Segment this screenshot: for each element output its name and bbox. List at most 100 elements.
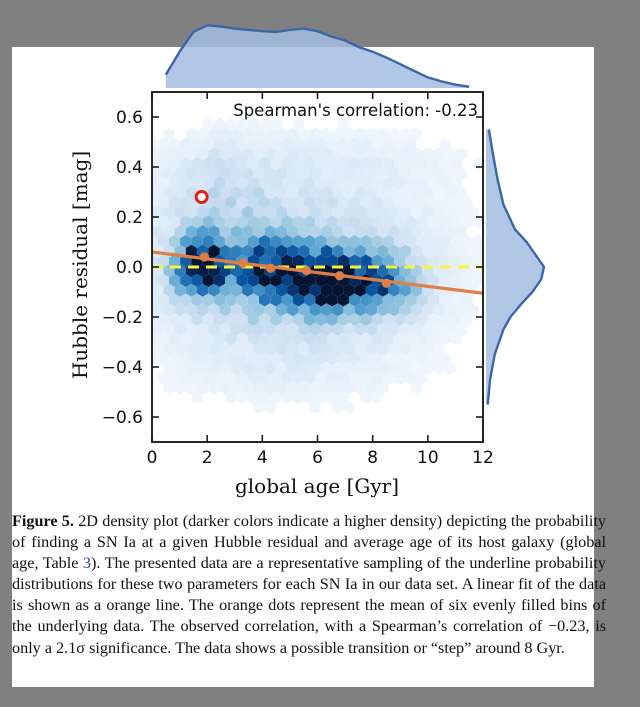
hexbin-cell xyxy=(349,254,361,268)
hexbin-cell xyxy=(410,303,423,317)
hexbin-cell xyxy=(439,313,451,326)
hexbin-cell xyxy=(197,127,209,141)
hexbin-cell xyxy=(343,205,355,219)
hexbin-cell xyxy=(410,166,423,180)
hexbin-cell xyxy=(422,147,434,161)
hexbin-cell xyxy=(427,352,440,365)
hexbin-cell xyxy=(292,352,304,365)
y-axis-label: Hubble residual [mag] xyxy=(68,151,92,379)
hexbin-cell xyxy=(253,127,265,141)
hexbin-cell xyxy=(259,196,271,209)
hexbin-cell xyxy=(281,371,293,385)
hexbin-cell xyxy=(292,215,304,229)
hexbin-cell xyxy=(208,342,220,356)
hexbin-cell xyxy=(208,283,220,297)
hexbin-cell xyxy=(174,283,186,297)
hexbin-cell xyxy=(472,215,483,229)
hexbin-cell xyxy=(163,322,175,336)
hexbin-cell xyxy=(304,371,316,385)
hexbin-cell xyxy=(360,137,372,151)
hexbin-cell xyxy=(275,283,288,297)
hexbin-cell xyxy=(304,391,316,404)
hexbin-cell xyxy=(242,342,254,356)
hexbin-cell xyxy=(270,157,282,170)
hexbin-cell xyxy=(405,352,417,365)
hexbin-cell xyxy=(230,322,243,336)
hexbin-cell xyxy=(208,127,220,141)
hexbin-cell xyxy=(281,235,293,248)
hexbin-cell xyxy=(202,371,214,385)
hexbin-cell xyxy=(399,283,411,297)
hexbin-cell xyxy=(365,244,378,258)
hexbin-cell xyxy=(354,342,366,356)
hexbin-cell xyxy=(213,176,226,190)
hexbin-cell xyxy=(349,332,361,346)
hexbin-cell xyxy=(394,215,406,229)
caption-table-reference[interactable]: 3 xyxy=(82,554,91,573)
hexbin-cell xyxy=(354,225,366,239)
hexbin-cell xyxy=(202,176,214,190)
hexbin-cell xyxy=(365,205,378,219)
hexbin-cell xyxy=(259,176,271,190)
hexbin-cell xyxy=(247,332,259,346)
hexbin-cell xyxy=(320,166,333,180)
hexbin-cell xyxy=(326,137,338,151)
hexbin-cell xyxy=(382,371,395,385)
hexbin-cell xyxy=(456,166,468,180)
hexbin-cell xyxy=(467,264,479,278)
hexbin-cell xyxy=(219,303,231,317)
hexbin-cell xyxy=(315,196,327,209)
hexbin-cell xyxy=(168,176,181,190)
x-axis-label: global age [Gyr] xyxy=(235,474,399,498)
hexbin-cell xyxy=(208,381,220,395)
hexbin-cell xyxy=(208,166,220,180)
figure-caption: Figure 5. 2D density plot (darker colors… xyxy=(12,511,606,659)
hexbin-cell xyxy=(309,127,321,141)
hexbin-cell xyxy=(191,332,203,346)
bin-mean-dot xyxy=(238,258,248,268)
hexbin-cell xyxy=(253,244,265,258)
hexbin-cell xyxy=(309,322,321,336)
hexbin-cell xyxy=(292,293,304,307)
hexbin-cell xyxy=(304,313,316,326)
hexbin-cell xyxy=(304,332,316,346)
hexbin-cell xyxy=(270,332,282,346)
hexbin-cell xyxy=(405,293,417,307)
hexbin-cell xyxy=(208,225,220,239)
hexbin-cell xyxy=(287,205,299,219)
hexbin-cell xyxy=(247,391,259,404)
hexbin-cell xyxy=(337,254,349,268)
hexbin-cell xyxy=(439,352,451,365)
hexbin-cell xyxy=(343,186,355,200)
hexbin-cell xyxy=(230,225,243,239)
hexbin-cell xyxy=(197,381,209,395)
hexbin-cell xyxy=(270,118,282,131)
hexbin-cell xyxy=(405,371,417,385)
x-tick-label: 6 xyxy=(312,448,323,468)
hexbin-cell xyxy=(422,342,434,356)
fit-overlays xyxy=(152,190,483,295)
hexbin-cell xyxy=(264,244,276,258)
hexbin-cell xyxy=(202,293,214,307)
hexbin-cell xyxy=(388,303,400,317)
hexbin-cell xyxy=(337,235,349,248)
hexbin-cell xyxy=(298,166,310,180)
hexbin-cell xyxy=(298,225,310,239)
hexbin-cell xyxy=(309,225,321,239)
hexbin-cell xyxy=(326,215,338,229)
hexbin-cell xyxy=(304,293,316,307)
hexbin-cell xyxy=(287,342,299,356)
hexbin-cell xyxy=(326,352,338,365)
hexbin-cell xyxy=(202,137,214,151)
hexbin-cell xyxy=(360,313,372,326)
hexbin-cell xyxy=(399,205,411,219)
hexbin-cell xyxy=(416,371,428,385)
hexbin-cell xyxy=(360,196,372,209)
hexbin-cell xyxy=(292,235,304,248)
hexbin-cell xyxy=(365,166,378,180)
hexbin-cell xyxy=(304,254,316,268)
hexbin-cell xyxy=(163,205,175,219)
hexbin-cell xyxy=(388,147,400,161)
hexbin-cell xyxy=(320,361,333,375)
hexbin-cell xyxy=(371,196,383,209)
